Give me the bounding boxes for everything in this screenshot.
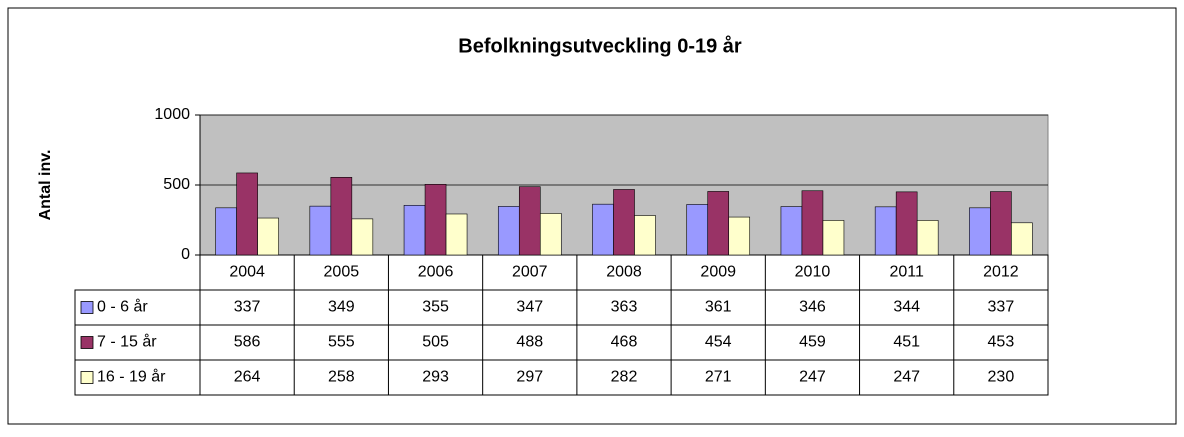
table-value: 349 — [328, 299, 355, 316]
table-value: 271 — [705, 369, 732, 386]
legend-label: 7 - 15 år — [97, 333, 157, 351]
table-value: 230 — [988, 369, 1015, 386]
bar — [780, 206, 803, 256]
x-tick-label: 2004 — [229, 264, 265, 281]
table-value: 505 — [422, 334, 449, 351]
bar — [969, 207, 991, 256]
legend-swatch — [80, 371, 94, 384]
x-tick-label: 2010 — [795, 264, 831, 281]
bar — [445, 213, 468, 256]
table-value: 355 — [422, 299, 449, 316]
table-value: 454 — [705, 334, 732, 351]
table-value: 488 — [516, 334, 543, 351]
bar — [330, 177, 353, 256]
bar — [403, 205, 426, 256]
x-tick-label: 2005 — [324, 264, 360, 281]
table-value: 337 — [988, 299, 1015, 316]
bar — [634, 215, 656, 256]
legend-label: 16 - 19 år — [97, 368, 166, 386]
table-value: 459 — [799, 334, 826, 351]
table-value: 282 — [611, 369, 638, 386]
bar — [518, 186, 541, 256]
table-value: 453 — [988, 334, 1015, 351]
table-value: 293 — [422, 369, 449, 386]
table-value: 555 — [328, 334, 355, 351]
table-value: 247 — [893, 369, 920, 386]
legend-swatch — [80, 336, 94, 349]
bar — [728, 216, 751, 256]
legend-label: 0 - 6 år — [97, 298, 148, 316]
bar — [801, 190, 824, 256]
bar — [309, 205, 332, 256]
table-value: 258 — [328, 369, 355, 386]
bar — [215, 207, 237, 256]
bar — [351, 218, 374, 256]
y-tick-label: 0 — [181, 246, 190, 263]
chart-title: Befolkningsutveckling 0-19 år — [458, 34, 742, 57]
bar — [613, 189, 635, 256]
y-tick-label: 1000 — [154, 106, 190, 123]
table-value: 363 — [611, 299, 638, 316]
table-value: 586 — [234, 334, 261, 351]
bar — [686, 204, 709, 256]
table-value: 247 — [799, 369, 826, 386]
bar — [539, 213, 562, 256]
bar — [916, 220, 939, 256]
bar — [424, 184, 447, 256]
bar — [990, 191, 1012, 256]
table-value: 347 — [516, 299, 543, 316]
table-value: 297 — [516, 369, 543, 386]
bar — [257, 217, 279, 256]
bar — [874, 206, 897, 256]
bar — [895, 191, 918, 256]
y-axis-label: Antal inv. — [37, 150, 54, 221]
bar — [707, 191, 730, 256]
legend-swatch — [80, 301, 94, 314]
table-value: 337 — [234, 299, 261, 316]
x-tick-label: 2006 — [418, 264, 454, 281]
y-tick-label: 500 — [163, 176, 190, 193]
x-tick-label: 2007 — [512, 264, 548, 281]
table-value: 451 — [893, 334, 920, 351]
table-value: 361 — [705, 299, 732, 316]
bar — [497, 206, 520, 256]
bar — [592, 203, 614, 256]
x-tick-label: 2012 — [983, 264, 1019, 281]
bar — [236, 172, 258, 256]
bar — [822, 220, 845, 256]
x-tick-label: 2008 — [606, 264, 642, 281]
table-value: 346 — [799, 299, 826, 316]
x-tick-label: 2011 — [889, 264, 924, 281]
bar — [1011, 222, 1033, 256]
table-value: 344 — [893, 299, 920, 316]
table-value: 264 — [234, 369, 261, 386]
table-value: 468 — [611, 334, 638, 351]
x-tick-label: 2009 — [700, 264, 736, 281]
